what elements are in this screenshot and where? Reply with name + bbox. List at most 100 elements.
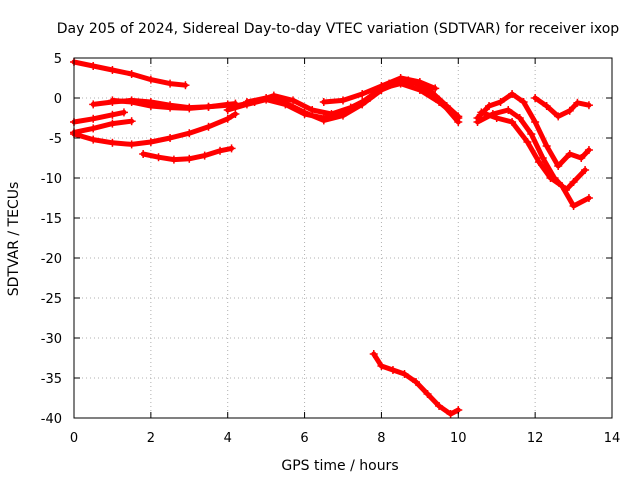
y-tick-label: -35 — [41, 372, 62, 387]
data-point — [369, 350, 378, 358]
data-point — [573, 98, 582, 107]
data-point — [89, 135, 98, 144]
series-track-15 — [531, 94, 593, 121]
data-point — [542, 142, 551, 150]
y-tick-label: -15 — [41, 212, 62, 227]
data-point — [139, 150, 148, 158]
data-point — [515, 114, 524, 122]
data-point — [396, 74, 405, 82]
data-point — [127, 70, 136, 78]
data-point — [108, 66, 117, 74]
series-track-07 — [139, 144, 236, 164]
data-point — [496, 98, 505, 106]
data-point — [565, 150, 574, 158]
data-point — [400, 370, 409, 378]
data-point — [538, 154, 547, 162]
data-point — [431, 84, 440, 93]
data-point — [204, 102, 213, 111]
data-point — [89, 62, 98, 70]
data-point — [89, 100, 98, 109]
data-point — [558, 182, 567, 190]
x-axis-label: GPS time / hours — [281, 458, 398, 474]
series-trace — [475, 107, 588, 193]
data-point — [223, 106, 232, 114]
x-tick-label: 14 — [604, 431, 621, 446]
data-point — [146, 138, 155, 146]
data-point — [508, 90, 517, 98]
data-point — [415, 78, 424, 86]
y-tick-label: -10 — [41, 172, 62, 187]
data-point — [492, 114, 501, 122]
data-point — [546, 174, 555, 182]
x-tick-label: 6 — [300, 431, 308, 446]
series-track-05 — [70, 117, 136, 137]
y-axis-label: SDTVAR / TECUs — [6, 182, 22, 297]
y-tick-label: 5 — [54, 52, 62, 67]
data-point — [569, 178, 578, 186]
data-point — [89, 124, 98, 133]
x-tick-label: 10 — [450, 431, 467, 446]
data-point — [435, 95, 444, 104]
data-point — [477, 108, 486, 117]
data-point — [577, 154, 586, 162]
data-point — [108, 138, 117, 147]
series-trace — [71, 109, 127, 125]
series-trace — [71, 118, 135, 135]
y-tick-label: -5 — [49, 132, 62, 147]
data-point — [281, 98, 290, 107]
data-point — [531, 118, 540, 126]
axis-ticks: 0 2 4 6 8 10 12 14 5 0 -5 -10 -15 -20 -25 -30 -35 -40 — [41, 52, 621, 446]
data-point — [185, 104, 194, 113]
data-point — [231, 102, 240, 110]
data-point — [289, 96, 298, 105]
data-point — [262, 94, 271, 102]
x-tick-label: 8 — [377, 431, 385, 446]
data-point — [358, 90, 367, 98]
data-point — [300, 108, 309, 117]
x-tick-label: 4 — [224, 431, 232, 446]
data-point — [542, 102, 551, 110]
y-tick-label: -25 — [41, 292, 62, 307]
data-point — [231, 110, 240, 118]
data-point — [504, 106, 513, 114]
series-trace — [71, 111, 238, 147]
series-trace — [244, 79, 461, 125]
data-point — [166, 79, 175, 88]
data-point — [108, 96, 117, 105]
data-point — [581, 166, 590, 174]
data-point — [569, 202, 578, 210]
data-point — [412, 378, 421, 386]
data-point — [519, 98, 528, 106]
data-point — [89, 114, 98, 123]
data-point — [223, 114, 232, 123]
data-point — [454, 118, 463, 126]
data-point — [584, 146, 593, 154]
x-tick-label: 0 — [70, 431, 78, 446]
y-tick-label: -30 — [41, 332, 62, 347]
data-point — [485, 102, 494, 110]
data-point — [423, 390, 432, 398]
y-tick-label: -40 — [41, 412, 62, 427]
data-point — [308, 106, 317, 114]
data-point — [377, 82, 386, 90]
x-tick-label: 2 — [147, 431, 155, 446]
chart-title: Day 205 of 2024, Sidereal Day-to-day VTE… — [57, 21, 620, 37]
series-track-16 — [369, 350, 463, 418]
data-point — [523, 138, 532, 146]
data-point — [508, 118, 517, 126]
data-point — [358, 100, 367, 109]
data-point — [169, 155, 178, 164]
data-point — [185, 129, 194, 138]
data-point — [181, 81, 190, 90]
data-point — [584, 101, 593, 110]
data-point — [435, 402, 444, 410]
data-series — [70, 58, 593, 418]
data-point — [204, 122, 213, 131]
data-point — [531, 94, 540, 102]
data-point — [242, 98, 251, 106]
data-point — [565, 106, 574, 115]
data-point — [534, 158, 543, 166]
x-tick-label: 12 — [527, 431, 544, 446]
